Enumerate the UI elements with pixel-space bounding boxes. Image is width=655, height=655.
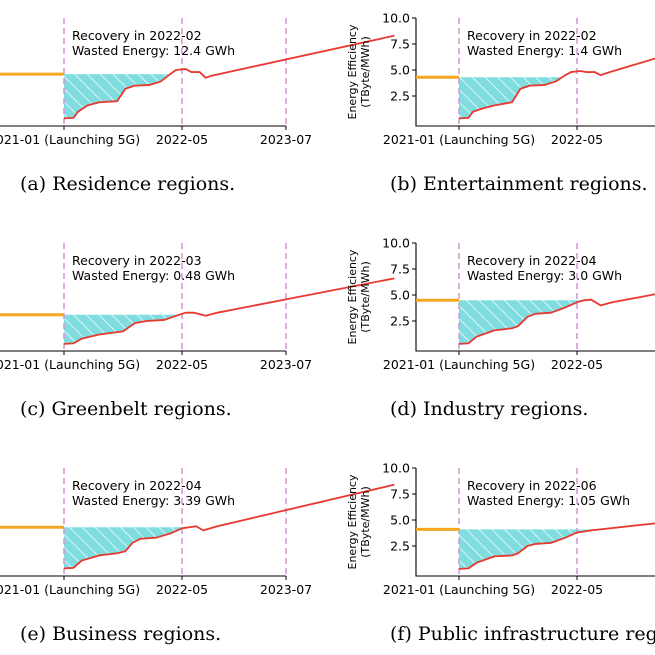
axes	[415, 468, 655, 577]
efficiency-line	[63, 34, 395, 120]
efficiency-line	[63, 277, 395, 345]
x-tick-label: 2021-01 (Launching 5G)	[383, 357, 535, 372]
panel-d: 10.0 7.5 5.0 2.5 2021-01 (Launching 5G) 2022-…	[346, 236, 655, 420]
y-tick-label: 10.0	[382, 236, 410, 251]
x-tick-label: 2022-05	[551, 582, 603, 597]
axes	[0, 350, 286, 352]
axes	[0, 125, 286, 127]
wasted-energy-area	[64, 314, 180, 344]
panel-caption: (c) Greenbelt regions.	[20, 398, 232, 420]
y-axis-label: Energy Efficiency	[346, 24, 359, 119]
panel-b: 10.0 7.5 5.0 2.5 2021-01 (Launching 5G) 2022-…	[346, 11, 655, 195]
efficiency-line	[458, 57, 655, 120]
efficiency-line	[63, 483, 395, 570]
wasted-energy-annotation: Wasted Energy: 3.39 GWh	[72, 493, 235, 508]
wasted-energy-annotation: Wasted Energy: 1.05 GWh	[467, 493, 630, 508]
x-tick-label: 2023-07	[260, 357, 312, 372]
panel-f: 10.0 7.5 5.0 2.5 2021-01 (Launching 5G) 2022-…	[346, 461, 655, 645]
recovery-annotation: Recovery in 2022-02	[72, 28, 202, 43]
x-tick-label: 2022-05	[156, 582, 208, 597]
y-tick-label: 2.5	[390, 89, 410, 104]
y-tick-label: 2.5	[390, 314, 410, 329]
y-axis-unit: (TByte/MWh)	[359, 486, 372, 557]
x-tick-label: 2023-07	[260, 132, 312, 147]
x-tick-label: 2022-05	[551, 357, 603, 372]
axes	[415, 243, 655, 352]
recovery-annotation: Recovery in 2022-04	[467, 253, 597, 268]
recovery-annotation: Recovery in 2022-06	[467, 478, 597, 493]
recovery-annotation: Recovery in 2022-02	[467, 28, 597, 43]
y-tick-label: 7.5	[390, 262, 410, 277]
recovery-annotation: Recovery in 2022-04	[72, 478, 202, 493]
wasted-energy-area	[459, 77, 563, 119]
wasted-energy-annotation: Wasted Energy: 3.0 GWh	[467, 268, 622, 283]
axes	[415, 18, 655, 127]
y-tick-label: 10.0	[382, 11, 410, 26]
panel-caption: (e) Business regions.	[20, 623, 221, 645]
wasted-energy-annotation: Wasted Energy: 12.4 GWh	[72, 43, 235, 58]
wasted-energy-annotation: Wasted Energy: 0.48 GWh	[72, 268, 235, 283]
y-tick-label: 5.0	[390, 63, 410, 78]
x-tick-label: 2021-01 (Launching 5G)	[0, 357, 140, 372]
x-tick-label: 2022-05	[156, 357, 208, 372]
panel-caption: (b) Entertainment regions.	[390, 173, 648, 195]
axes	[0, 575, 286, 577]
y-tick-label: 2.5	[390, 539, 410, 554]
x-tick-label: 2021-01 (Launching 5G)	[383, 582, 535, 597]
panel-caption: (d) Industry regions.	[390, 398, 588, 420]
panel-caption: (f) Public infrastructure regions.	[390, 623, 655, 645]
x-tick-label: 2023-07	[260, 582, 312, 597]
panel-caption: (a) Residence regions.	[20, 173, 235, 195]
y-tick-label: 5.0	[390, 288, 410, 303]
y-tick-label: 10.0	[382, 461, 410, 476]
y-axis-label: Energy Efficiency	[346, 474, 359, 569]
wasted-energy-annotation: Wasted Energy: 1.4 GWh	[467, 43, 622, 58]
recovery-annotation: Recovery in 2022-03	[72, 253, 202, 268]
x-tick-label: 2022-05	[156, 132, 208, 147]
wasted-energy-area	[459, 529, 601, 569]
efficiency-line	[458, 522, 655, 570]
x-tick-label: 2021-01 (Launching 5G)	[0, 132, 140, 147]
wasted-energy-area	[64, 74, 171, 119]
x-tick-label: 2021-01 (Launching 5G)	[0, 582, 140, 597]
y-tick-label: 7.5	[390, 37, 410, 52]
x-tick-label: 2021-01 (Launching 5G)	[383, 132, 535, 147]
y-axis-label: Energy Efficiency	[346, 249, 359, 344]
y-tick-label: 7.5	[390, 487, 410, 502]
y-tick-label: 5.0	[390, 513, 410, 528]
x-tick-label: 2022-05	[551, 132, 603, 147]
wasted-energy-area	[64, 527, 190, 569]
efficiency-line	[458, 293, 655, 345]
y-axis-unit: (TByte/MWh)	[359, 261, 372, 332]
y-axis-unit: (TByte/MWh)	[359, 36, 372, 107]
